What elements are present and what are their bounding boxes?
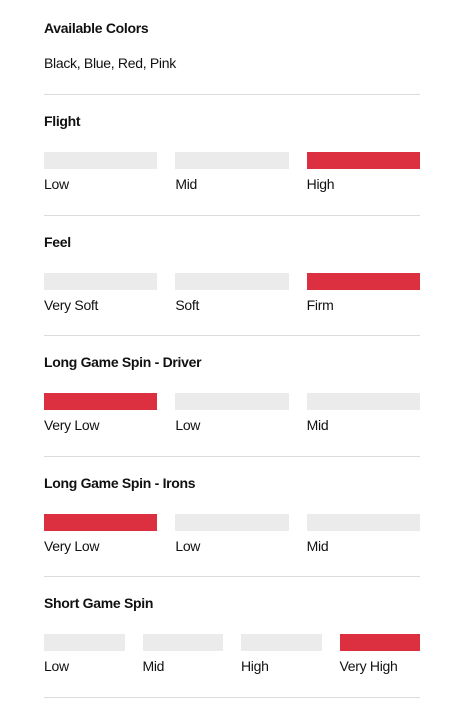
divider: [44, 696, 420, 698]
level-label: High: [241, 658, 269, 674]
level-label: Low: [175, 537, 201, 554]
level-bar: [306, 152, 420, 169]
divider: [44, 455, 420, 457]
level-bar: [241, 634, 322, 651]
level-bar: [175, 393, 289, 410]
level-bar: [44, 513, 158, 531]
level-bar: [306, 272, 420, 290]
level-bar: [44, 272, 158, 290]
level-bar: [142, 634, 223, 651]
level-bar: [175, 152, 289, 169]
section-title: Flight: [44, 113, 81, 129]
level-label: Firm: [306, 296, 334, 313]
divider: [44, 214, 420, 216]
level-label: Low: [175, 417, 201, 433]
section-title: Feel: [44, 233, 71, 250]
level-bar: [175, 272, 289, 290]
level-label: Mid: [142, 658, 165, 674]
divider: [44, 576, 420, 577]
level-label: Very Low: [44, 537, 100, 554]
section-title: Available Colors: [44, 20, 149, 36]
level-label: Very Low: [44, 417, 100, 433]
level-bar: [44, 152, 158, 169]
divider: [44, 335, 420, 336]
level-bar: [175, 513, 289, 531]
level-label: Low: [44, 176, 69, 192]
level-label: Low: [44, 658, 69, 674]
section-text: Black, Blue, Red, Pink: [44, 55, 176, 71]
level-bar: [44, 634, 125, 651]
level-label: Mid: [175, 176, 197, 192]
level-label: Very High: [339, 658, 398, 674]
level-bar: [44, 393, 158, 410]
section-title: Long Game Spin - Irons: [44, 474, 196, 491]
level-label: Very Soft: [44, 296, 99, 313]
divider: [44, 94, 420, 95]
level-label: High: [306, 176, 335, 192]
level-label: Soft: [175, 296, 200, 313]
section-title: Long Game Spin - Driver: [44, 354, 202, 370]
section-title: Short Game Spin: [44, 595, 154, 611]
level-bar: [306, 393, 420, 410]
level-label: Mid: [306, 417, 329, 433]
level-bar: [306, 513, 420, 531]
level-bar: [339, 634, 420, 651]
level-label: Mid: [306, 537, 329, 554]
